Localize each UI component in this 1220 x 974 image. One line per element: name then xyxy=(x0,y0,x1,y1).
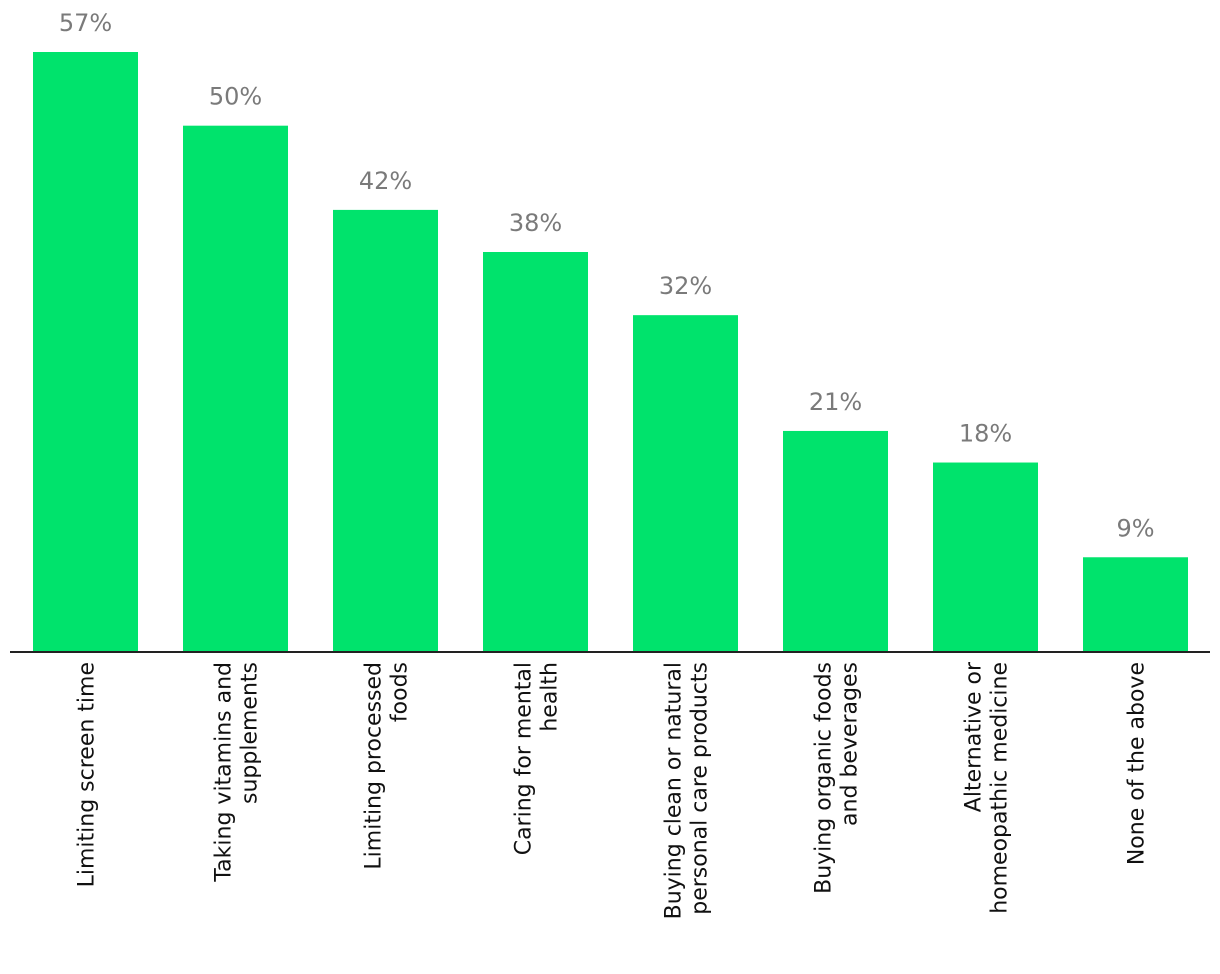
category-label-3: Limiting processed foods xyxy=(362,662,413,870)
bar-2 xyxy=(183,125,288,653)
category-label-2-line-1: Taking vitamins and xyxy=(212,662,237,883)
bar-8 xyxy=(1083,557,1188,652)
category-label-8: None of the above xyxy=(1125,662,1150,865)
category-label-2: Taking vitamins and supplements xyxy=(212,662,263,883)
bar-4 xyxy=(483,252,588,652)
category-labels-group: Limiting screen time Taking vitamins and s… xyxy=(75,661,1150,919)
category-label-5: Buying clean or natural personal care pro… xyxy=(662,662,713,919)
category-label-4: Caring for mental health xyxy=(512,662,563,855)
bar-7 xyxy=(933,462,1038,652)
value-label-2: 50% xyxy=(209,83,262,111)
category-label-1: Limiting screen time xyxy=(75,662,100,887)
category-label-7-line-1: Alternative or xyxy=(962,661,987,812)
category-label-3-line-2: foods xyxy=(388,662,413,722)
value-labels-group: 57% 50% 42% 38% 32% 21% 18% 9% xyxy=(59,9,1155,542)
category-label-5-line-1: Buying clean or natural xyxy=(662,662,687,919)
bar-5 xyxy=(633,315,738,652)
category-label-4-line-1: Caring for mental xyxy=(512,662,537,855)
value-label-8: 9% xyxy=(1116,514,1154,542)
value-label-4: 38% xyxy=(509,209,562,237)
value-label-3: 42% xyxy=(359,167,412,195)
category-label-6-line-2: and beverages xyxy=(838,662,863,826)
bar-1 xyxy=(33,52,138,652)
value-label-7: 18% xyxy=(959,420,1012,448)
category-label-6-line-1: Buying organic foods xyxy=(812,662,837,894)
category-label-8-line-1: None of the above xyxy=(1125,662,1150,865)
bar-3 xyxy=(333,209,438,653)
category-label-3-line-1: Limiting processed xyxy=(362,662,387,870)
category-label-7: Alternative or homeopathic medicine xyxy=(962,661,1013,914)
value-label-1: 57% xyxy=(59,9,112,37)
category-label-6: Buying organic foods and beverages xyxy=(812,662,863,894)
category-label-7-line-2: homeopathic medicine xyxy=(988,662,1013,914)
category-label-1-line-1: Limiting screen time xyxy=(75,662,100,887)
bar-6 xyxy=(783,430,888,652)
value-label-5: 32% xyxy=(659,272,712,300)
value-label-6: 21% xyxy=(809,388,862,416)
bars-group xyxy=(33,52,1188,653)
category-label-5-line-2: personal care products xyxy=(688,662,713,915)
category-label-2-line-2: supplements xyxy=(238,662,263,804)
category-label-4-line-2: health xyxy=(538,662,563,732)
